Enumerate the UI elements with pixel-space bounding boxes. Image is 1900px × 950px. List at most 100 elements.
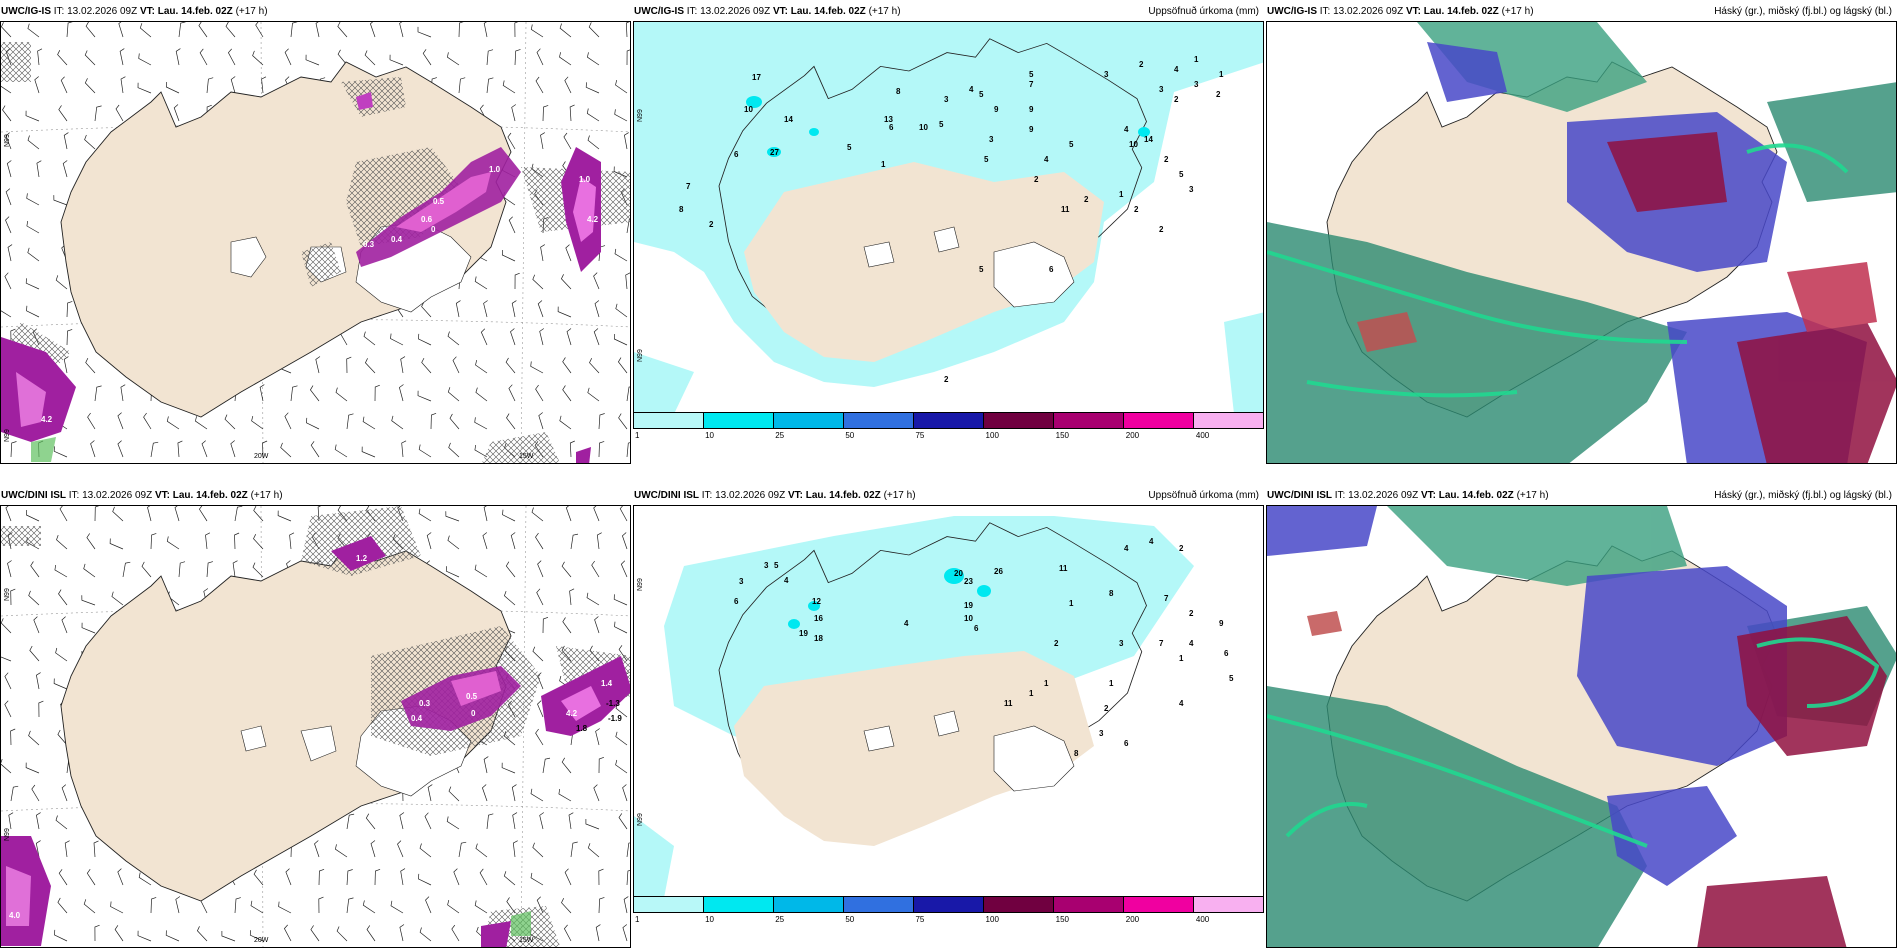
wind-barb — [587, 843, 600, 858]
wind-barb — [425, 896, 432, 914]
wind-barb — [625, 22, 630, 38]
map-wind-snow[interactable]: 0.5 0.3 0.4 0 1.4 -1.3 -1.9 4.2 1.8 4.0 … — [0, 505, 631, 948]
wind-barb — [570, 841, 578, 858]
wind-barb — [475, 360, 488, 374]
wind-barb — [424, 812, 432, 830]
panel-header: UWC/IG-IS IT: 13.02.2026 09Z VT: Lau. 14… — [1267, 6, 1892, 17]
wind-barb — [1, 310, 12, 318]
wind-barb — [10, 785, 19, 802]
wind-barb — [110, 901, 124, 914]
wind-barb — [565, 506, 572, 522]
value-label: 0 — [471, 709, 476, 718]
wind-barb — [511, 104, 517, 122]
wind-barb — [563, 132, 572, 150]
wind-barb — [36, 812, 41, 830]
wind-barb — [587, 52, 600, 66]
glacier — [300, 725, 337, 762]
wind-barb — [55, 815, 68, 830]
wind-barb — [33, 616, 40, 634]
wind-barb — [122, 561, 131, 578]
wind-barb — [261, 76, 267, 94]
wind-barb — [512, 812, 518, 830]
wind-barb — [507, 132, 516, 150]
precip-value: 6 — [1224, 649, 1229, 658]
wind-barb — [54, 564, 68, 578]
precip-value: 1 — [881, 160, 886, 169]
precip-value: 2 — [1054, 639, 1059, 648]
wind-barb — [53, 195, 68, 206]
wind-barb — [506, 413, 516, 430]
wind-barb — [447, 387, 460, 402]
wind-barb — [55, 275, 68, 290]
wind-barb — [585, 82, 600, 94]
wind-barb — [419, 843, 432, 858]
map-precipitation[interactable]: 17 10 14 27 13 8 2 6 7 1 5 6 10 8 5 3 5 9 7 5 4 9 9 5 3 5 10 14 5 3 2 2… — [633, 21, 1264, 413]
wind-barb — [569, 588, 575, 606]
wind-barb — [622, 784, 628, 802]
panel-header: UWC/IG-IS IT: 13.02.2026 09Z VT: Lau. 14… — [1, 6, 268, 17]
wind-barb — [399, 384, 404, 402]
wind-barb — [283, 924, 292, 942]
colorbar-label: 75 — [915, 431, 925, 440]
wind-barb — [511, 784, 517, 802]
map-clouds[interactable] — [1266, 505, 1897, 948]
wind-barb — [346, 897, 354, 914]
colorbar-label: 10 — [705, 431, 715, 440]
wind-barb — [589, 358, 600, 374]
precip-value: 7 — [1164, 594, 1169, 603]
precip-value: 11 — [1004, 699, 1013, 708]
map-precipitation[interactable]: 3 4 5 3 6 12 16 19 18 20 23 26 19 10 6 4 11 8 4 4 2 7 2 4 9 7 1 3 2 1… — [633, 505, 1264, 897]
precip-value: 16 — [814, 614, 823, 623]
wind-barb — [458, 77, 466, 94]
wind-barb — [481, 784, 488, 802]
colorbar-label: 25 — [775, 431, 785, 440]
wind-barb — [31, 784, 40, 802]
wind-barb — [59, 506, 68, 522]
wind-barb — [143, 412, 152, 430]
glacier — [933, 710, 960, 737]
wind-barb — [598, 897, 605, 914]
wind-barb — [150, 533, 157, 550]
wind-barb — [560, 274, 572, 290]
precip-value: 2 — [1104, 704, 1109, 713]
wind-barb — [620, 560, 628, 578]
wind-barb — [174, 506, 180, 522]
wind-barb — [482, 532, 488, 550]
wind-barb — [58, 869, 68, 886]
wind-barb — [618, 413, 628, 430]
wind-barb — [559, 415, 572, 430]
wind-barb — [598, 413, 605, 430]
axis-label: N99 — [4, 828, 11, 841]
wind-barb — [10, 728, 16, 746]
wind-barb — [532, 274, 544, 290]
wind-barb — [537, 700, 544, 718]
axis-label: N99 — [637, 109, 644, 122]
wind-barb — [366, 925, 376, 942]
map-clouds[interactable] — [1266, 21, 1897, 464]
colorbar-swatch — [1054, 413, 1124, 428]
panel-precip-ig: UWC/IG-IS IT: 13.02.2026 09Z VT: Lau. 14… — [633, 0, 1265, 464]
map-wind-snow[interactable]: 0.5 0.4 0.3 0.6 0 1.0 4.2 1.0 4.2 20W 15… — [0, 21, 631, 464]
wind-barb — [593, 272, 600, 290]
wind-barb — [530, 24, 544, 38]
precip-value: 3 — [1099, 729, 1104, 738]
wind-barb — [451, 924, 460, 942]
wind-barb — [309, 385, 320, 402]
glacier — [863, 241, 895, 268]
precip-value: 2 — [1159, 225, 1164, 234]
wind-barb — [26, 509, 40, 522]
wind-barb — [177, 440, 183, 458]
wind-barb — [474, 417, 488, 430]
value-label: 0.4 — [411, 714, 423, 723]
wind-barb — [594, 300, 600, 318]
wind-barb — [85, 357, 96, 374]
wind-barb — [66, 329, 73, 346]
precip-value: 1 — [1194, 55, 1199, 64]
axis-label: 15W — [519, 453, 534, 460]
snow-band — [1, 536, 630, 947]
wind-barb — [475, 843, 488, 858]
wind-barb — [536, 588, 544, 606]
wind-barb — [63, 356, 69, 374]
wind-barb — [53, 678, 68, 690]
wind-barb — [535, 384, 544, 402]
